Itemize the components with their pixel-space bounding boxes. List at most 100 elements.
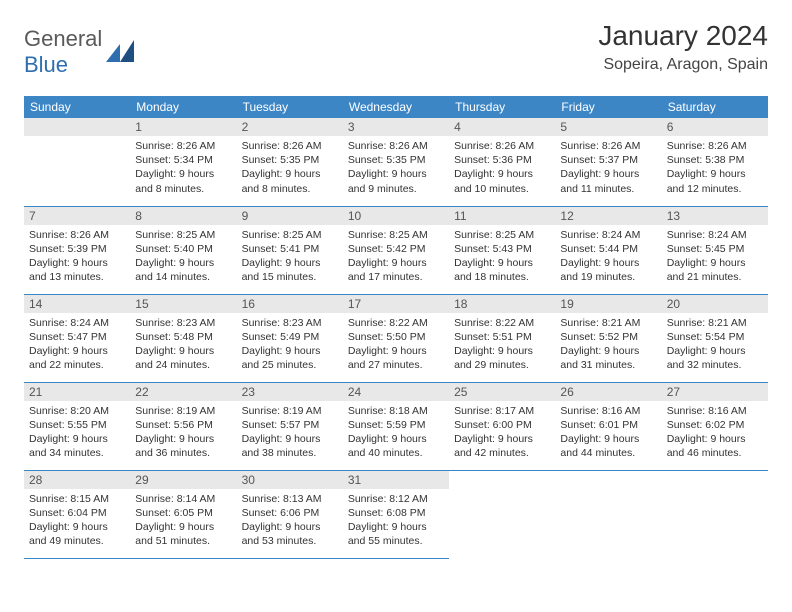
sunset-line: Sunset: 6:01 PM: [560, 418, 656, 432]
day-details: Sunrise: 8:25 AMSunset: 5:42 PMDaylight:…: [343, 225, 449, 290]
sunset-line: Sunset: 5:35 PM: [348, 153, 444, 167]
daylight-line-2: and 49 minutes.: [29, 534, 125, 548]
day-number: 19: [555, 295, 661, 313]
daylight-line-2: and 19 minutes.: [560, 270, 656, 284]
daylight-line-2: and 10 minutes.: [454, 182, 550, 196]
daylight-line-2: and 22 minutes.: [29, 358, 125, 372]
daylight-line-1: Daylight: 9 hours: [242, 432, 338, 446]
day-number: 24: [343, 383, 449, 401]
calendar-cell: 9Sunrise: 8:25 AMSunset: 5:41 PMDaylight…: [237, 206, 343, 294]
day-details: Sunrise: 8:23 AMSunset: 5:48 PMDaylight:…: [130, 313, 236, 378]
day-details: Sunrise: 8:22 AMSunset: 5:50 PMDaylight:…: [343, 313, 449, 378]
daylight-line-1: Daylight: 9 hours: [560, 432, 656, 446]
calendar-cell: 3Sunrise: 8:26 AMSunset: 5:35 PMDaylight…: [343, 118, 449, 206]
day-number: 9: [237, 207, 343, 225]
calendar-tbody: 1Sunrise: 8:26 AMSunset: 5:34 PMDaylight…: [24, 118, 768, 558]
calendar-cell: 20Sunrise: 8:21 AMSunset: 5:54 PMDayligh…: [662, 294, 768, 382]
sunrise-line: Sunrise: 8:26 AM: [667, 139, 763, 153]
sunrise-line: Sunrise: 8:22 AM: [348, 316, 444, 330]
calendar-cell: 1Sunrise: 8:26 AMSunset: 5:34 PMDaylight…: [130, 118, 236, 206]
day-number: 27: [662, 383, 768, 401]
daylight-line-1: Daylight: 9 hours: [135, 520, 231, 534]
day-number: 20: [662, 295, 768, 313]
weekday-header: Monday: [130, 96, 236, 118]
sunset-line: Sunset: 5:42 PM: [348, 242, 444, 256]
daylight-line-2: and 8 minutes.: [135, 182, 231, 196]
sunrise-line: Sunrise: 8:19 AM: [242, 404, 338, 418]
calendar-cell: 29Sunrise: 8:14 AMSunset: 6:05 PMDayligh…: [130, 470, 236, 558]
sunset-line: Sunset: 5:36 PM: [454, 153, 550, 167]
day-details: Sunrise: 8:26 AMSunset: 5:37 PMDaylight:…: [555, 136, 661, 201]
day-number: 17: [343, 295, 449, 313]
month-title: January 2024: [598, 20, 768, 52]
sunrise-line: Sunrise: 8:25 AM: [135, 228, 231, 242]
day-number: 1: [130, 118, 236, 136]
daylight-line-1: Daylight: 9 hours: [242, 520, 338, 534]
brand-mark-icon: [106, 40, 134, 65]
day-number: 3: [343, 118, 449, 136]
calendar-cell: 19Sunrise: 8:21 AMSunset: 5:52 PMDayligh…: [555, 294, 661, 382]
sunset-line: Sunset: 5:54 PM: [667, 330, 763, 344]
daylight-line-2: and 17 minutes.: [348, 270, 444, 284]
day-details: Sunrise: 8:17 AMSunset: 6:00 PMDaylight:…: [449, 401, 555, 466]
weekday-header: Friday: [555, 96, 661, 118]
day-number: 12: [555, 207, 661, 225]
calendar-cell: [24, 118, 130, 206]
sunrise-line: Sunrise: 8:22 AM: [454, 316, 550, 330]
calendar-cell: 23 Sunrise: 8:19 AMSunset: 5:57 PMDayligh…: [237, 382, 343, 470]
daylight-line-2: and 42 minutes.: [454, 446, 550, 460]
sunrise-line: Sunrise: 8:26 AM: [348, 139, 444, 153]
daylight-line-1: Daylight: 9 hours: [135, 432, 231, 446]
calendar-cell: 7Sunrise: 8:26 AMSunset: 5:39 PMDaylight…: [24, 206, 130, 294]
sunrise-line: Sunrise: 8:24 AM: [667, 228, 763, 242]
calendar-cell: 8Sunrise: 8:25 AMSunset: 5:40 PMDaylight…: [130, 206, 236, 294]
sunset-line: Sunset: 5:47 PM: [29, 330, 125, 344]
sunrise-line: Sunrise: 8:25 AM: [242, 228, 338, 242]
daylight-line-1: Daylight: 9 hours: [667, 256, 763, 270]
calendar-week-row: 7Sunrise: 8:26 AMSunset: 5:39 PMDaylight…: [24, 206, 768, 294]
day-number: 23: [237, 383, 343, 401]
sunrise-line: Sunrise: 8:15 AM: [29, 492, 125, 506]
calendar-cell: [662, 470, 768, 558]
location-label: Sopeira, Aragon, Spain: [598, 56, 768, 74]
day-number: 16: [237, 295, 343, 313]
sunset-line: Sunset: 6:05 PM: [135, 506, 231, 520]
sunrise-line: Sunrise: 8:25 AM: [454, 228, 550, 242]
day-details: Sunrise: 8:26 AMSunset: 5:36 PMDaylight:…: [449, 136, 555, 201]
daylight-line-1: Daylight: 9 hours: [29, 520, 125, 534]
daylight-line-2: and 9 minutes.: [348, 182, 444, 196]
sunset-line: Sunset: 5:57 PM: [242, 418, 338, 432]
sunset-line: Sunset: 5:37 PM: [560, 153, 656, 167]
daylight-line-2: and 18 minutes.: [454, 270, 550, 284]
sunrise-line: Sunrise: 8:26 AM: [135, 139, 231, 153]
sunset-line: Sunset: 5:49 PM: [242, 330, 338, 344]
daylight-line-2: and 32 minutes.: [667, 358, 763, 372]
day-number: 15: [130, 295, 236, 313]
sunset-line: Sunset: 6:08 PM: [348, 506, 444, 520]
calendar-cell: [449, 470, 555, 558]
day-details: Sunrise: 8:15 AMSunset: 6:04 PMDaylight:…: [24, 489, 130, 554]
daylight-line-2: and 27 minutes.: [348, 358, 444, 372]
sunset-line: Sunset: 5:34 PM: [135, 153, 231, 167]
daylight-line-1: Daylight: 9 hours: [454, 167, 550, 181]
daylight-line-1: Daylight: 9 hours: [242, 256, 338, 270]
day-number: 2: [237, 118, 343, 136]
sunrise-line: Sunrise: 8:26 AM: [29, 228, 125, 242]
calendar-cell: 25Sunrise: 8:17 AMSunset: 6:00 PMDayligh…: [449, 382, 555, 470]
sunset-line: Sunset: 5:56 PM: [135, 418, 231, 432]
daylight-line-2: and 11 minutes.: [560, 182, 656, 196]
calendar-cell: 2Sunrise: 8:26 AMSunset: 5:35 PMDaylight…: [237, 118, 343, 206]
daylight-line-2: and 36 minutes.: [135, 446, 231, 460]
sunrise-line: Sunrise: 8:18 AM: [348, 404, 444, 418]
daylight-line-1: Daylight: 9 hours: [348, 256, 444, 270]
daylight-line-1: Daylight: 9 hours: [348, 432, 444, 446]
sunset-line: Sunset: 5:43 PM: [454, 242, 550, 256]
daylight-line-1: Daylight: 9 hours: [560, 344, 656, 358]
sunset-line: Sunset: 5:52 PM: [560, 330, 656, 344]
daylight-line-2: and 51 minutes.: [135, 534, 231, 548]
day-details: Sunrise: 8:24 AMSunset: 5:44 PMDaylight:…: [555, 225, 661, 290]
sunset-line: Sunset: 5:39 PM: [29, 242, 125, 256]
day-details: Sunrise: 8:26 AMSunset: 5:35 PMDaylight:…: [237, 136, 343, 201]
day-details: Sunrise: 8:13 AMSunset: 6:06 PMDaylight:…: [237, 489, 343, 554]
daylight-line-1: Daylight: 9 hours: [560, 256, 656, 270]
